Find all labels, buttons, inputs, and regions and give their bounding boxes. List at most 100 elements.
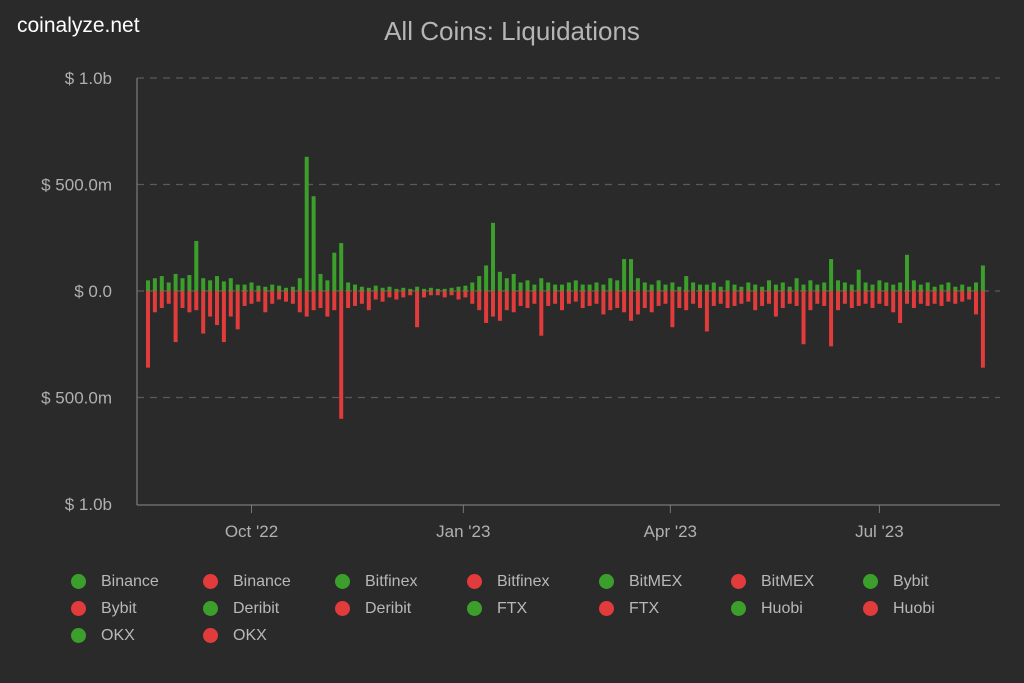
legend-item[interactable]: OKX (202, 626, 334, 645)
bar-shorts (760, 286, 765, 291)
legend-marker-icon (599, 601, 614, 616)
bar-longs (359, 291, 364, 304)
legend-item[interactable]: Huobi (862, 599, 994, 618)
legend-label: BitMEX (761, 572, 815, 590)
legend-marker-icon (203, 628, 218, 643)
bar-longs (539, 291, 544, 336)
legend-label: Deribit (365, 599, 412, 617)
bar-shorts (849, 284, 854, 291)
legend-item[interactable]: Deribit (202, 599, 334, 618)
bar-shorts (546, 282, 551, 291)
bar-shorts (905, 254, 909, 291)
bar-shorts (601, 284, 606, 291)
bar-shorts (635, 278, 640, 291)
bar-longs (608, 291, 613, 311)
legend-item[interactable]: Binance (70, 572, 202, 591)
legend-item[interactable]: Bybit (862, 572, 994, 591)
bar-shorts (353, 284, 357, 291)
bar-longs (677, 291, 682, 309)
bar-shorts (491, 222, 495, 291)
bar-shorts (484, 265, 489, 291)
bar-shorts (960, 284, 965, 291)
bar-longs (560, 291, 564, 311)
y-tick-label: $ 0.0 (74, 282, 112, 301)
bar-longs (753, 291, 758, 311)
bar-longs (594, 291, 599, 304)
legend-item[interactable]: Huobi (730, 599, 862, 618)
bar-shorts (532, 284, 537, 291)
x-tick-label: Jan '23 (436, 522, 490, 541)
bar-shorts (297, 278, 302, 291)
bar-longs (277, 291, 282, 300)
bar-longs (629, 291, 633, 321)
bar-shorts (718, 286, 723, 291)
legend-item[interactable]: Bitfinex (466, 572, 598, 591)
bar-longs (470, 291, 475, 304)
legend-label: Binance (101, 572, 159, 590)
bar-shorts (808, 280, 813, 291)
x-tick-label: Apr '23 (644, 522, 697, 541)
bar-shorts (856, 269, 861, 291)
legend-label: Bitfinex (365, 572, 418, 590)
bar-longs (408, 291, 413, 296)
bar-longs (974, 291, 978, 315)
bar-longs (284, 291, 288, 302)
bar-shorts (836, 280, 840, 291)
legend-label: BitMEX (629, 572, 683, 590)
legend-item[interactable]: OKX (70, 626, 202, 645)
bar-longs (373, 291, 378, 300)
bar-longs (580, 291, 585, 309)
bar-shorts (525, 280, 530, 291)
bar-longs (815, 291, 820, 304)
bar-shorts (967, 286, 972, 291)
bar-longs (780, 291, 785, 309)
legend-item[interactable]: BitMEX (730, 572, 862, 591)
legend-item[interactable]: Bitfinex (334, 572, 466, 591)
bar-longs (711, 291, 716, 306)
bar-longs (201, 291, 206, 334)
legend-item[interactable]: Deribit (334, 599, 466, 618)
legend-item[interactable]: FTX (466, 599, 598, 618)
bar-shorts (753, 284, 758, 291)
bar-longs (415, 291, 420, 328)
bar-shorts (629, 259, 633, 291)
bar-shorts (573, 280, 578, 291)
bar-longs (863, 291, 868, 304)
bar-shorts (159, 276, 164, 291)
legend-item[interactable]: BitMEX (598, 572, 730, 591)
brand-logo[interactable]: coinalyze.net (17, 14, 140, 37)
bar-shorts (311, 196, 316, 291)
bar-shorts (649, 284, 654, 291)
bar-longs (725, 291, 730, 309)
bar-shorts (773, 284, 778, 291)
bar-longs (663, 291, 668, 304)
bar-longs (215, 291, 219, 326)
bar-shorts (566, 282, 571, 291)
bar-longs (477, 291, 482, 311)
bar-shorts (422, 288, 426, 291)
bar-shorts (166, 282, 171, 291)
bar-longs (366, 291, 371, 311)
bar-shorts (732, 284, 737, 291)
legend-item[interactable]: FTX (598, 599, 730, 618)
bar-longs (270, 291, 275, 304)
legend-label: Binance (233, 572, 291, 590)
bar-longs (152, 291, 157, 313)
bar-longs (325, 291, 330, 317)
bar-longs (656, 291, 661, 306)
bar-shorts (870, 284, 875, 291)
bar-shorts (918, 284, 923, 291)
bar-longs (842, 291, 847, 304)
legend-item[interactable]: Bybit (70, 599, 202, 618)
bar-longs (925, 291, 930, 306)
legend-label: Bitfinex (497, 572, 550, 590)
legend-item[interactable]: Binance (202, 572, 334, 591)
bar-shorts (332, 252, 337, 291)
bar-shorts (725, 280, 730, 291)
bar-longs (718, 291, 723, 304)
bar-shorts (911, 280, 916, 291)
bar-longs (635, 291, 640, 315)
bar-shorts (553, 284, 558, 291)
bar-shorts (435, 288, 440, 291)
bar-longs (642, 291, 647, 309)
